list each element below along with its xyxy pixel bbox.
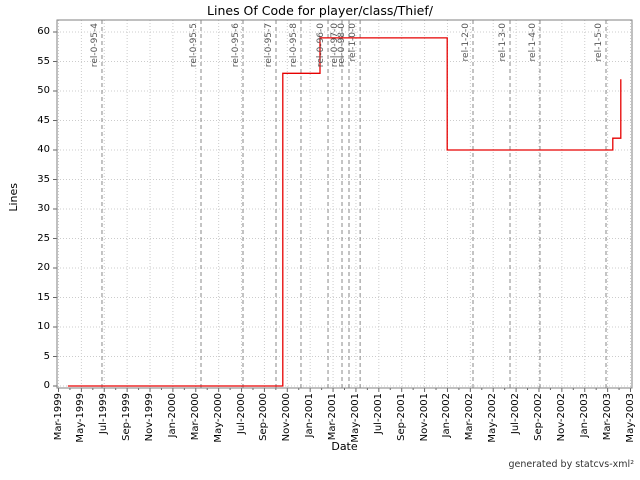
x-tick-label: Jan-2001: [304, 393, 316, 438]
x-tick-label: Nov-2000: [281, 393, 293, 442]
release-label: rel-0-95-5: [188, 23, 199, 68]
release-label: rel-0-95-7: [264, 23, 274, 68]
x-tick-label: May-2003: [624, 393, 636, 443]
x-tick-label: Mar-2001: [327, 393, 339, 441]
x-tick-label: Mar-1999: [52, 393, 64, 441]
y-tick-label: 35: [37, 173, 50, 185]
x-tick-label: May-2001: [349, 393, 361, 443]
y-tick-label: 45: [37, 114, 50, 126]
x-tick-label: Sep-2001: [395, 393, 407, 441]
x-tick-label: Mar-2002: [464, 393, 476, 441]
x-tick-label: Nov-2001: [418, 393, 430, 442]
x-tick-label: Jul-2001: [372, 393, 384, 435]
x-tick-label: May-2002: [487, 393, 499, 443]
release-label: rel-1-5-0: [593, 23, 604, 62]
x-tick-label: Jul-1999: [98, 393, 110, 435]
release-label: rel-1-4-0: [527, 23, 538, 62]
x-tick-label: Mar-2000: [189, 393, 201, 441]
chart-title: Lines Of Code for player/class/Thief/: [207, 3, 433, 18]
release-label: rel-1-3-0: [498, 23, 508, 62]
release-label: rel-0-96-0: [316, 23, 327, 68]
y-tick-label: 50: [37, 85, 50, 96]
y-tick-label: 20: [37, 262, 50, 273]
x-tick-label: Jul-2000: [235, 393, 247, 435]
release-label: rel-1-0-0: [348, 23, 359, 62]
release-label: rel-0-95-8: [288, 23, 299, 68]
y-tick-label: 40: [37, 144, 50, 155]
y-tick-label: 15: [37, 291, 50, 303]
x-tick-label: Jul-2002: [510, 393, 522, 435]
y-tick-label: 60: [37, 26, 50, 37]
y-axis-title: Lines: [7, 183, 20, 212]
x-tick-label: May-2000: [212, 393, 224, 443]
loc-series-line: [67, 37, 622, 387]
x-tick-label: Mar-2003: [601, 393, 613, 441]
y-tick-label: 55: [37, 55, 50, 67]
x-axis-title: Date: [331, 440, 358, 453]
x-tick-label: Jan-2000: [166, 393, 178, 438]
y-tick-label: 5: [43, 350, 50, 362]
y-tick-label: 10: [37, 321, 50, 332]
y-tick-label: 25: [37, 232, 50, 244]
y-tick-label: 0: [43, 380, 50, 391]
x-tick-label: May-1999: [75, 393, 87, 443]
release-label: rel-1-2-0: [460, 23, 471, 62]
release-label: rel-0-98-0: [337, 23, 347, 68]
x-tick-label: Nov-2002: [555, 393, 567, 442]
release-label: rel-0-95-6: [230, 23, 241, 68]
generator-credit: generated by statcvs-xml²: [508, 459, 634, 470]
release-label: rel-0-95-4: [89, 23, 100, 68]
x-tick-label: Sep-2000: [258, 393, 270, 441]
plot-border: [56, 19, 633, 389]
x-tick-label: Sep-2002: [532, 393, 544, 441]
x-tick-label: Jan-2003: [578, 393, 590, 438]
y-tick-label: 30: [37, 203, 50, 214]
x-tick-label: Sep-1999: [121, 393, 133, 441]
x-tick-label: Jan-2002: [441, 393, 453, 438]
x-tick-label: Nov-1999: [144, 393, 156, 442]
